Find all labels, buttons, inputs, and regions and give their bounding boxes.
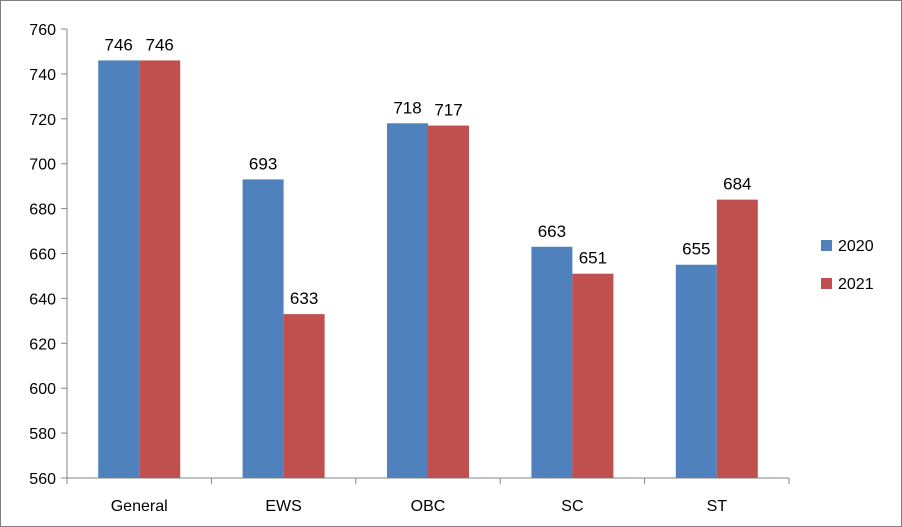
x-tick-label: EWS [265,498,301,515]
bar-2020-ST [675,264,717,478]
legend-label: 2020 [838,238,874,255]
data-label: 717 [434,101,462,120]
data-label: 718 [393,98,421,117]
bar-2021-ST [716,199,758,478]
bar-2020-EWS [242,179,284,479]
bars [98,60,758,479]
bar-2020-OBC [387,123,428,478]
legend-swatch [821,240,832,251]
y-tick-label: 600 [29,381,56,398]
data-label: 655 [682,240,710,259]
data-label: 746 [146,35,174,54]
y-tick-label: 640 [29,291,56,308]
legend: 2020 2021 [821,238,874,293]
y-tick-label: 700 [29,157,56,174]
bar-2021-SC [572,273,614,478]
x-tick-label: SC [561,498,583,515]
data-label: 633 [290,289,318,308]
x-tick-label: OBC [411,498,446,515]
data-label: 663 [538,222,566,241]
y-tick-label: 580 [29,426,56,443]
y-tick-label: 560 [29,471,56,488]
data-labels: 746 746 693 633 718 717 663 651 655 684 [105,35,752,308]
bar-2020-General [98,60,140,479]
bar-2021-OBC [428,125,469,478]
data-label: 693 [249,154,277,173]
bar-2020-SC [531,246,573,478]
bar-2021-General [139,60,181,479]
data-label: 651 [579,249,607,268]
data-label: 746 [105,35,133,54]
legend-label: 2021 [838,276,874,293]
x-tick-label: General [111,498,168,515]
x-tick-label: ST [707,498,728,515]
y-tick-label: 660 [29,247,56,264]
y-tick-label: 680 [29,202,56,219]
y-tick-label: 740 [29,67,56,84]
y-tick-label: 720 [29,112,56,129]
axes: 560 580 600 620 640 660 680 700 720 740 760 General… [29,22,790,515]
legend-swatch [821,278,832,289]
y-tick-label: 760 [29,22,56,39]
data-label: 684 [723,175,751,194]
bar-2021-EWS [283,314,325,478]
y-tick-label: 620 [29,336,56,353]
